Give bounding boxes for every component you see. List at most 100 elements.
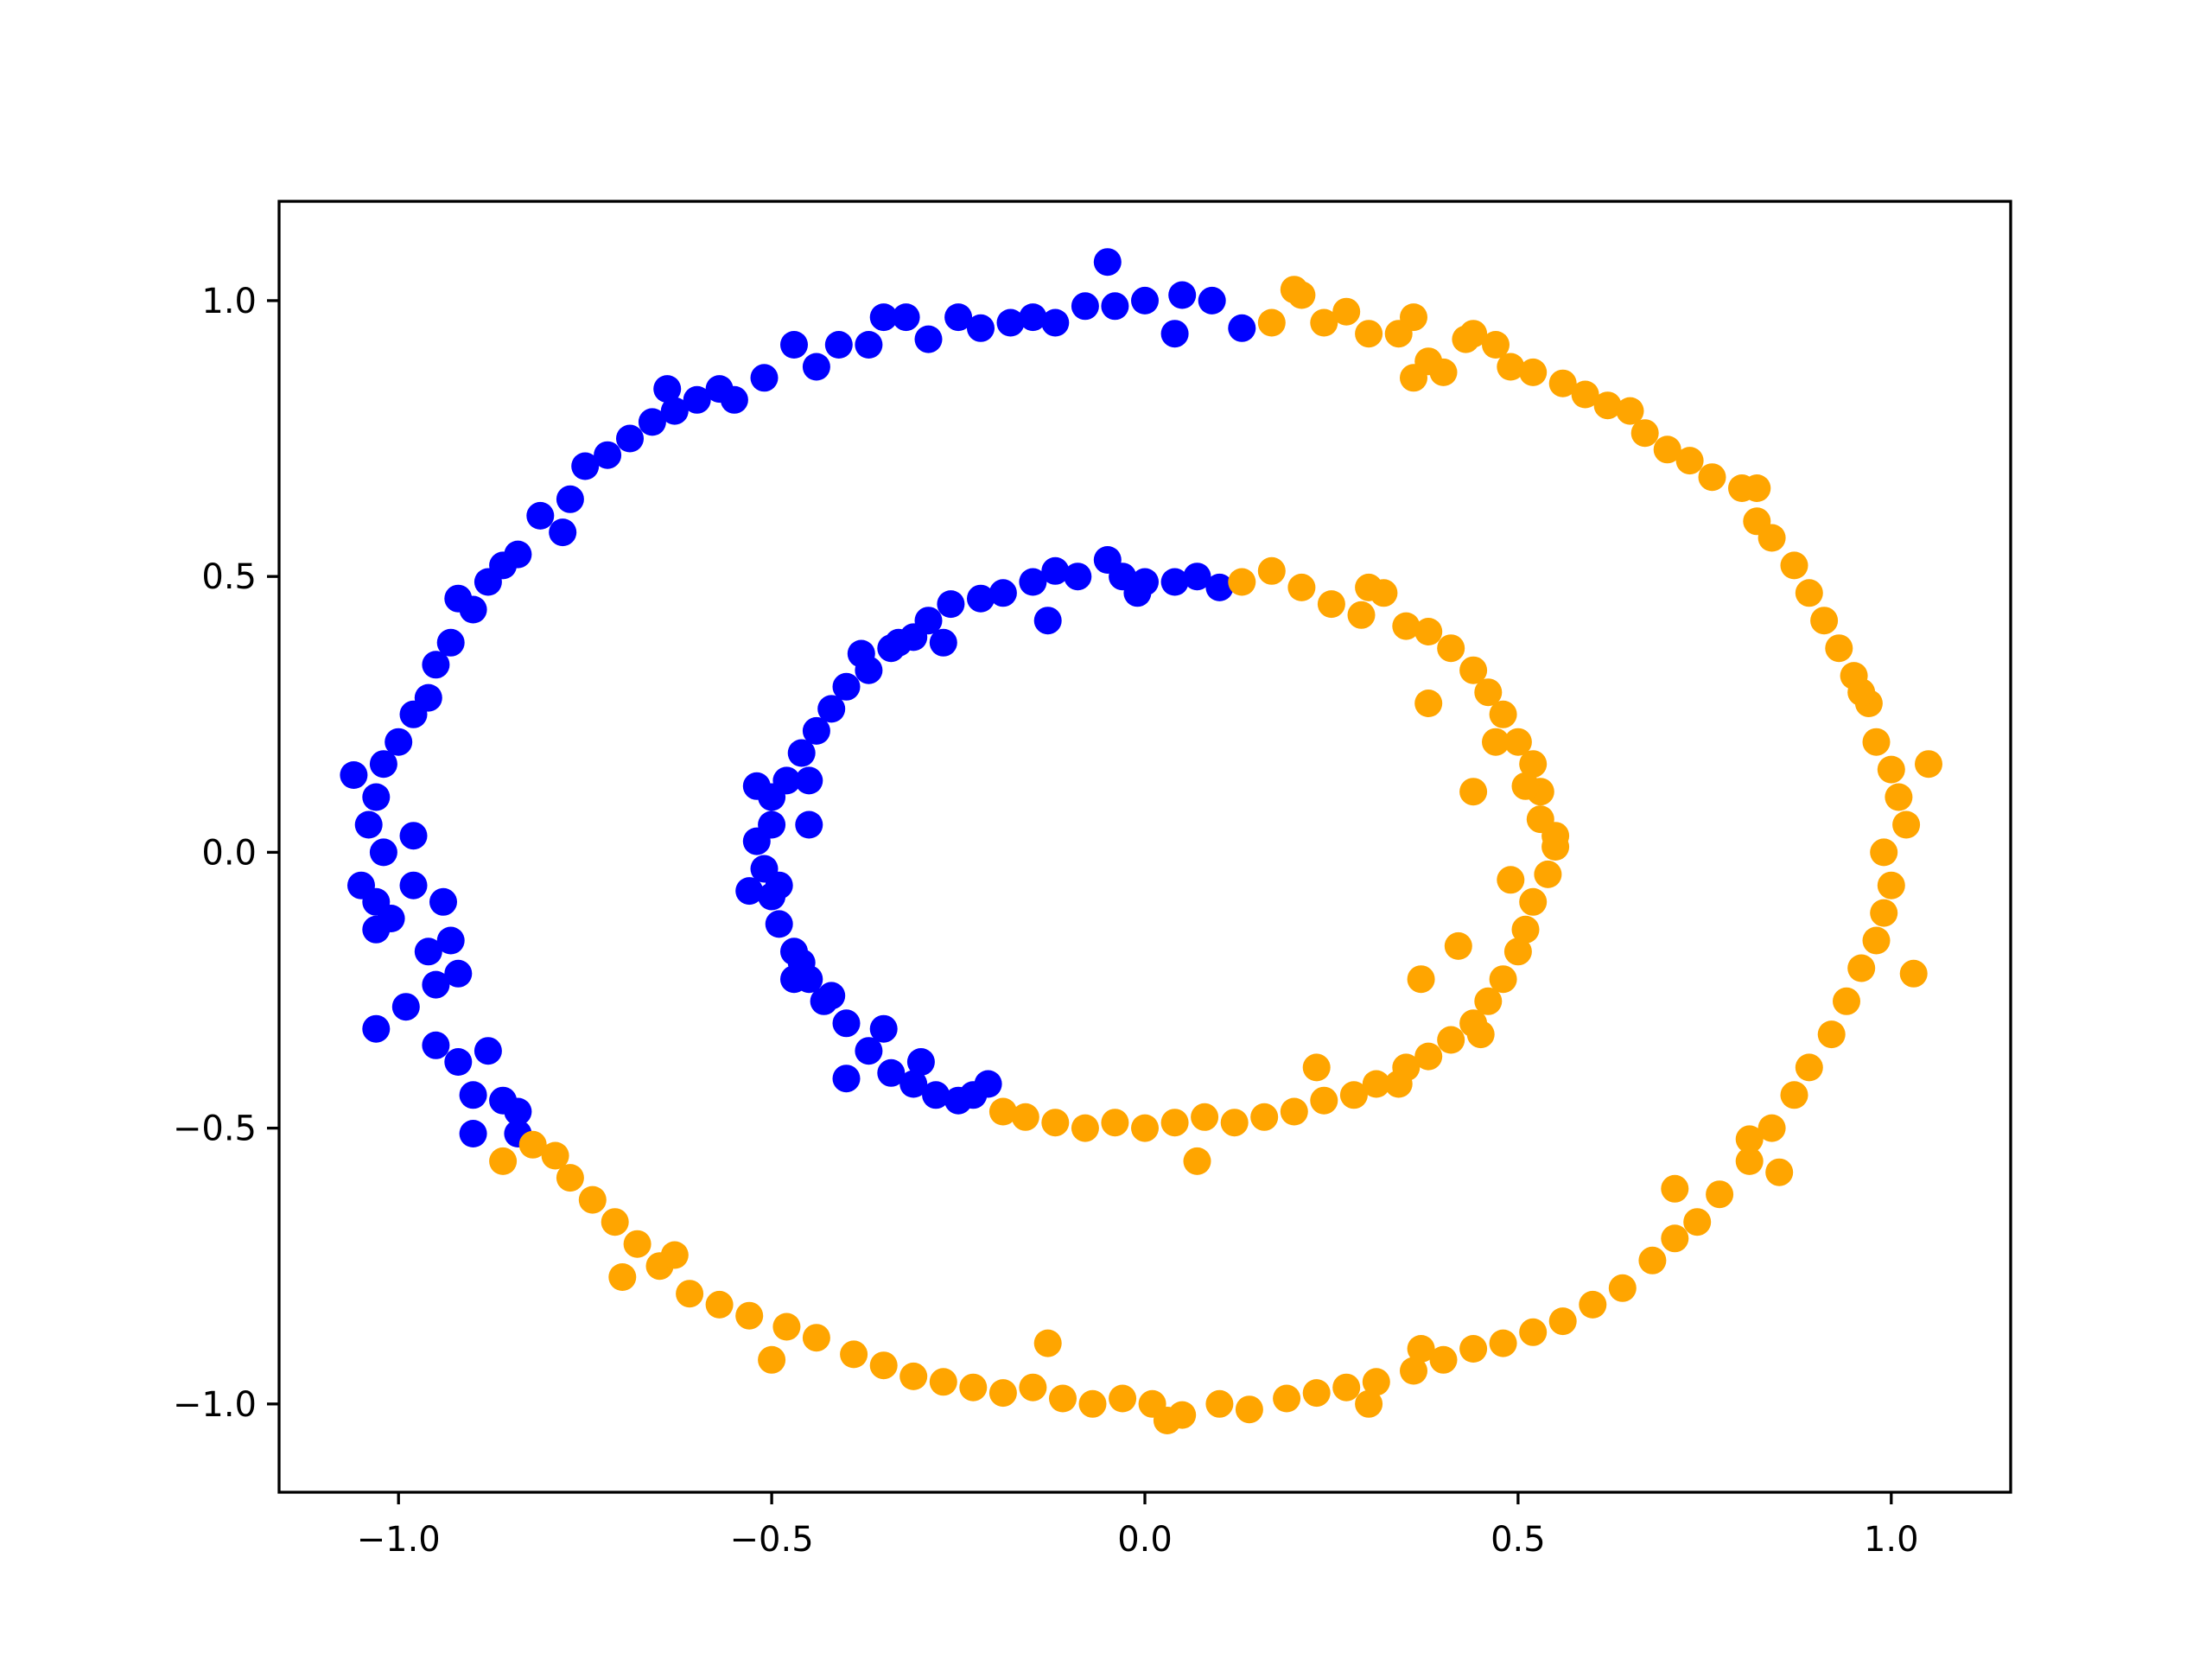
data-point-s1-43	[1758, 1114, 1786, 1142]
data-point-s1-76	[772, 1313, 801, 1341]
data-point-s1-59	[1302, 1379, 1331, 1408]
data-point-s1-140	[1131, 1114, 1159, 1142]
data-point-s0-118	[765, 871, 793, 899]
data-point-s0-13	[914, 325, 943, 353]
data-point-s1-52	[1519, 1318, 1548, 1346]
data-point-s0-87	[802, 716, 830, 745]
data-point-s0-85	[832, 672, 861, 701]
data-point-s0-24	[660, 397, 689, 425]
data-point-s0-0	[1228, 314, 1256, 342]
data-point-s0-45	[340, 761, 368, 789]
data-point-s1-125	[1503, 938, 1532, 966]
data-point-s0-99	[832, 1009, 861, 1038]
data-point-s0-116	[817, 982, 846, 1010]
data-point-s0-74	[1093, 546, 1122, 574]
data-point-s0-23	[683, 385, 711, 414]
data-point-s1-33	[1892, 810, 1921, 839]
data-point-s1-46	[1683, 1208, 1712, 1236]
data-point-s1-141	[1101, 1109, 1129, 1137]
y-tick-label-1: −0.5	[173, 1109, 257, 1149]
data-point-s1-95	[1661, 1174, 1689, 1203]
data-point-s1-136	[1250, 1103, 1279, 1131]
data-point-s0-19	[780, 331, 808, 359]
y-tick-label-4: 1.0	[201, 282, 257, 321]
data-point-s0-103	[922, 1081, 950, 1109]
data-point-s0-15	[869, 303, 898, 332]
data-point-s1-149	[1444, 931, 1472, 960]
data-point-s0-69	[1205, 573, 1234, 601]
data-point-s1-113	[1437, 634, 1465, 663]
data-point-s1-93	[1355, 1389, 1383, 1418]
data-point-s0-53	[429, 887, 457, 916]
data-point-s1-61	[1235, 1395, 1263, 1424]
data-point-s1-77	[735, 1301, 764, 1330]
data-point-s0-92	[742, 827, 771, 855]
data-point-s0-121	[906, 1048, 935, 1076]
data-point-s0-102	[899, 1070, 928, 1098]
data-point-s0-6	[1093, 248, 1122, 276]
data-point-s1-56	[1400, 1357, 1427, 1385]
data-point-s0-120	[959, 1081, 988, 1109]
data-point-s1-73	[869, 1351, 898, 1380]
data-point-s1-24	[1780, 551, 1808, 580]
data-point-s1-152	[1482, 728, 1510, 756]
data-point-s0-17	[824, 331, 853, 359]
data-point-s0-9	[1019, 303, 1047, 332]
data-point-s1-111	[1392, 612, 1421, 640]
data-point-s1-88	[608, 1263, 637, 1291]
data-point-s1-13	[1548, 369, 1577, 397]
data-point-s1-115	[1474, 678, 1503, 707]
data-point-s1-89	[660, 1241, 689, 1269]
data-point-s0-58	[444, 959, 473, 988]
y-tick-label-0: −1.0	[173, 1385, 257, 1425]
data-point-s1-83	[578, 1185, 607, 1214]
data-point-s1-90	[758, 1345, 786, 1374]
data-point-s0-60	[362, 1014, 391, 1043]
data-point-s1-117	[1503, 728, 1532, 756]
data-point-s1-147	[1355, 573, 1383, 601]
data-point-s0-109	[795, 810, 823, 839]
data-point-s0-86	[817, 695, 846, 723]
data-point-s0-54	[362, 915, 391, 944]
data-point-s1-106	[1257, 556, 1286, 585]
data-point-s0-18	[802, 353, 830, 381]
data-point-s1-18	[1653, 435, 1681, 464]
data-point-s1-20	[1698, 463, 1726, 492]
data-point-s0-48	[399, 822, 428, 850]
data-point-s0-106	[832, 1065, 861, 1093]
data-point-s0-5	[1101, 292, 1129, 321]
data-point-s0-37	[444, 584, 473, 613]
data-point-s1-103	[1280, 276, 1308, 304]
data-point-s1-69	[988, 1379, 1017, 1408]
data-point-s1-47	[1661, 1224, 1689, 1253]
data-point-s1-16	[1616, 397, 1644, 425]
data-point-s1-156	[1384, 1070, 1413, 1098]
data-point-s1-34	[1870, 838, 1898, 867]
data-point-s1-135	[1280, 1097, 1308, 1126]
data-point-s1-87	[489, 1147, 518, 1175]
data-point-s1-100	[1899, 959, 1928, 988]
data-point-s0-28	[594, 441, 622, 469]
data-point-s1-129	[1437, 1026, 1465, 1054]
data-point-s0-12	[944, 303, 973, 332]
data-point-s0-30	[556, 485, 584, 513]
y-tick-label-2: 0.0	[201, 833, 257, 873]
data-point-s1-15	[1593, 391, 1622, 420]
data-point-s1-31	[1877, 755, 1905, 784]
data-point-s0-113	[1123, 579, 1152, 607]
data-point-s0-44	[362, 783, 391, 811]
data-point-s1-32	[1885, 783, 1913, 811]
data-point-s1-142	[1071, 1114, 1099, 1142]
data-point-s0-11	[967, 314, 995, 342]
data-point-s1-153	[1302, 1053, 1331, 1082]
data-point-s1-96	[1765, 1158, 1794, 1186]
data-point-s0-22	[705, 375, 734, 404]
data-point-s1-133	[1339, 1081, 1368, 1109]
data-point-s1-116	[1489, 700, 1517, 728]
data-point-s0-29	[571, 452, 600, 480]
data-point-s0-38	[436, 628, 465, 657]
x-tick-label-4: 1.0	[1864, 1520, 1919, 1560]
data-point-s1-157	[1459, 778, 1488, 806]
axis-ticks: −1.0 −0.5 0.0 0.5 1.0 −1.0 −0.5 0.0 0.5 1.0	[173, 282, 1919, 1560]
data-point-s1-154	[1466, 1020, 1495, 1049]
